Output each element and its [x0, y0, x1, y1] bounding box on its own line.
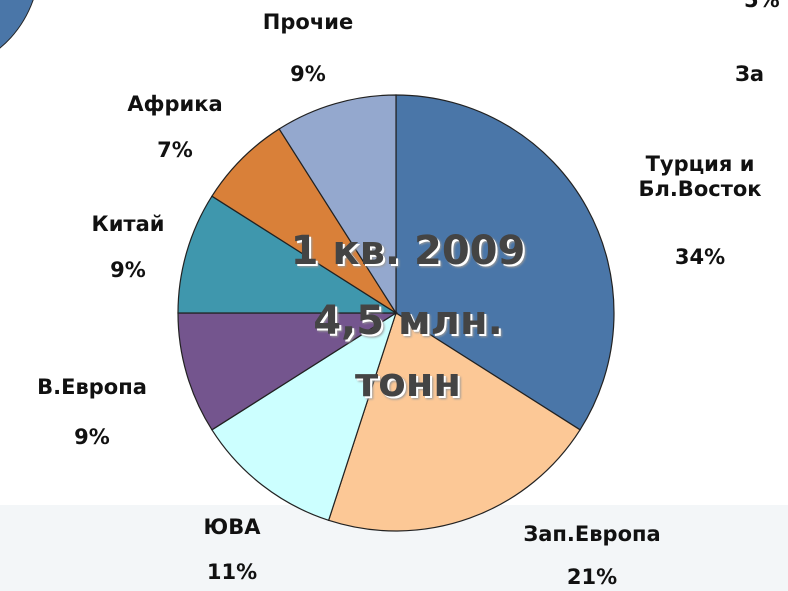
value-label: 11%	[206, 560, 258, 584]
center-label: 4,5 млн.	[313, 298, 503, 344]
value-label: 9%	[74, 425, 110, 449]
value-label: 21%	[566, 565, 618, 589]
slice-label: Китай	[91, 212, 165, 236]
pie-slice	[211, 311, 398, 522]
pie-slice	[327, 312, 581, 532]
slice-label: В.Европа	[37, 375, 147, 399]
value-label: 34%	[674, 245, 726, 269]
slice-label: Африка	[127, 92, 223, 116]
slice-label: Турция и Бл.Восток	[638, 152, 762, 202]
partial-pie	[0, 0, 34, 49]
pie-slice	[177, 195, 399, 314]
value-label: 9%	[110, 258, 146, 282]
slice-label: Прочие	[262, 10, 354, 34]
center-label: тонн	[355, 360, 461, 406]
pie-slice	[278, 94, 397, 316]
pie-slice	[177, 312, 399, 431]
slice-label: Зап.Европа	[523, 522, 661, 546]
edge-text: 5%	[744, 0, 780, 12]
edge-text: За	[735, 62, 765, 86]
value-label: 7%	[157, 138, 193, 162]
slice-label: ЮВА	[203, 515, 261, 539]
center-label: 1 кв. 2009	[290, 228, 526, 274]
pie-slice	[395, 94, 615, 431]
value-label: 9%	[290, 62, 326, 86]
